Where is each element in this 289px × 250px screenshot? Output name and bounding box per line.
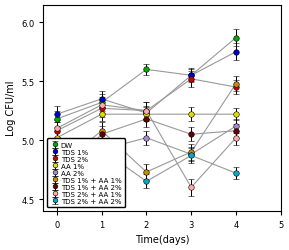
Legend: DW, TDS 1%, TDS 2%, AA 1%, AA 2%, TDS 1% + AA 1%, TDS 1% + AA 2%, TDS 2% + AA 1%: DW, TDS 1%, TDS 2%, AA 1%, AA 2%, TDS 1%… [47,138,125,207]
Y-axis label: Log CFU/ml: Log CFU/ml [5,81,16,136]
X-axis label: Time(days): Time(days) [135,234,189,244]
